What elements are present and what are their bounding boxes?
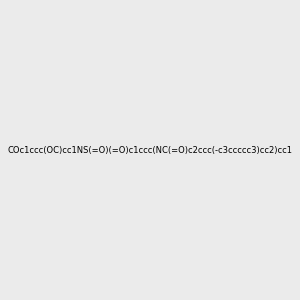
Text: COc1ccc(OC)cc1NS(=O)(=O)c1ccc(NC(=O)c2ccc(-c3ccccc3)cc2)cc1: COc1ccc(OC)cc1NS(=O)(=O)c1ccc(NC(=O)c2cc… (8, 146, 292, 154)
